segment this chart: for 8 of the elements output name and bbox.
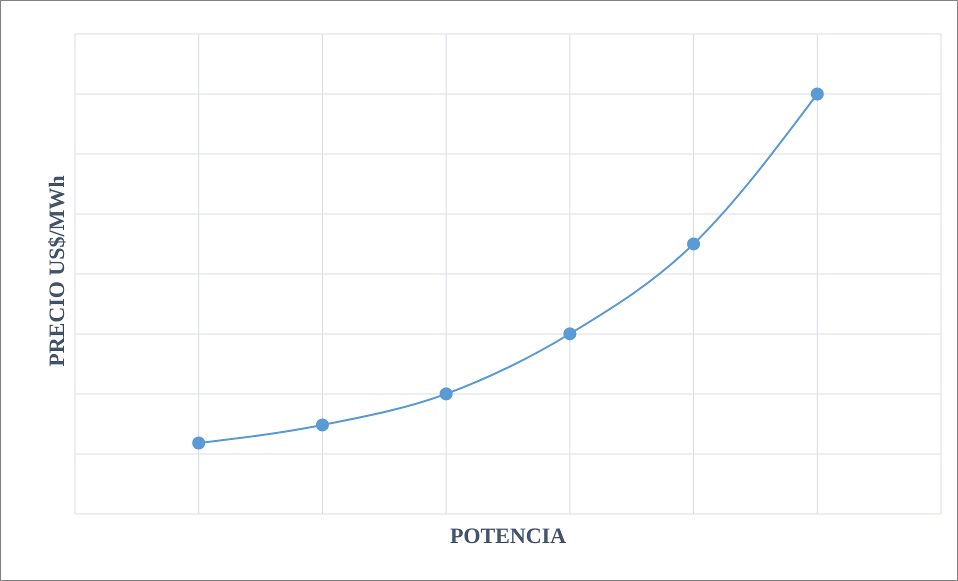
x-axis-title: POTENCIA [450, 523, 566, 548]
point [563, 327, 576, 340]
y-axis-title: PRECIO US$/MWh [44, 175, 69, 367]
point [810, 88, 824, 100]
point [687, 237, 700, 250]
point [192, 436, 206, 450]
point [440, 387, 453, 400]
point [316, 418, 329, 432]
